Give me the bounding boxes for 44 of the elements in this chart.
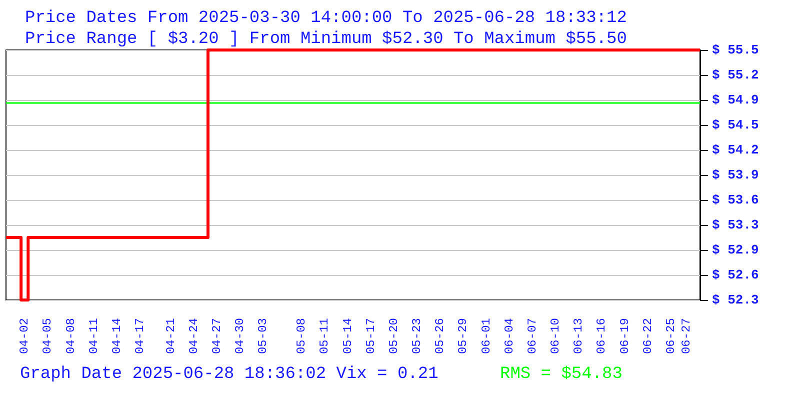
x-tick-label: 05-14 xyxy=(340,318,355,354)
x-tick-label: 05-08 xyxy=(294,318,309,354)
x-tick-label: 04-21 xyxy=(164,318,178,354)
x-tick-label: 06-13 xyxy=(572,318,586,354)
x-tick-label: 04-14 xyxy=(110,318,124,354)
y-tick-label: $ 54.2 xyxy=(712,142,760,158)
x-tick-label: 05-26 xyxy=(433,318,448,354)
y-tick-label: $ 52.3 xyxy=(712,292,760,308)
y-tick-label: $ 55.5 xyxy=(712,42,760,58)
x-tick-label: 06-04 xyxy=(502,318,516,354)
y-tick-label: $ 54.5 xyxy=(712,118,760,132)
x-tick-label: 04-08 xyxy=(64,318,78,354)
x-tick-label: 05-29 xyxy=(456,318,470,354)
x-tick-label: 06-25 xyxy=(664,318,678,354)
x-tick-label: 04-11 xyxy=(86,318,101,354)
y-tick-label: $ 52.6 xyxy=(712,268,760,282)
x-tick-label: 05-03 xyxy=(256,318,270,354)
x-tick-label: 06-22 xyxy=(640,318,655,354)
x-tick-label: 04-24 xyxy=(186,318,201,354)
chart-title: Price Dates From 2025-03-30 14:00:00 To 2025-06-28 18:33:12 xyxy=(25,9,627,28)
y-tick-label: $ 52.9 xyxy=(712,242,760,258)
y-tick-label: $ 54.9 xyxy=(712,92,760,108)
y-tick-label: $ 53.3 xyxy=(712,218,760,232)
x-tick-label: 05-23 xyxy=(410,318,424,354)
x-tick-label: 04-05 xyxy=(40,318,55,354)
y-tick-label: $ 53.6 xyxy=(712,192,760,208)
x-tick-label: 06-07 xyxy=(525,318,540,354)
x-tick-label: 04-30 xyxy=(233,318,248,354)
x-tick-label: 06-19 xyxy=(618,318,632,354)
x-tick-label: 04-27 xyxy=(210,318,224,354)
text: Graph Date 2025-06-28 18:36:02 Vix = 0.21 xyxy=(20,365,438,384)
x-tick-label: 06-16 xyxy=(594,318,609,354)
chart-subtitle: Price Range [ $3.20 ] From Minimum $52.30 To Maximum $55.50 xyxy=(25,30,627,49)
y-tick-label: $ 53.9 xyxy=(712,168,760,182)
x-tick-label: 06-27 xyxy=(679,318,694,354)
x-tick-label: 06-01 xyxy=(479,318,494,354)
x-tick-label: 05-17 xyxy=(364,318,378,354)
x-tick-label: 05-20 xyxy=(386,318,401,354)
x-tick-label: 05-11 xyxy=(318,318,332,354)
x-tick-label: 04-02 xyxy=(18,318,32,354)
x-tick-label: 04-17 xyxy=(133,318,148,354)
ref-line-label: RMS = $54.83 xyxy=(500,365,622,384)
y-tick-label: $ 55.2 xyxy=(712,68,760,82)
x-tick-label: 06-10 xyxy=(548,318,563,354)
